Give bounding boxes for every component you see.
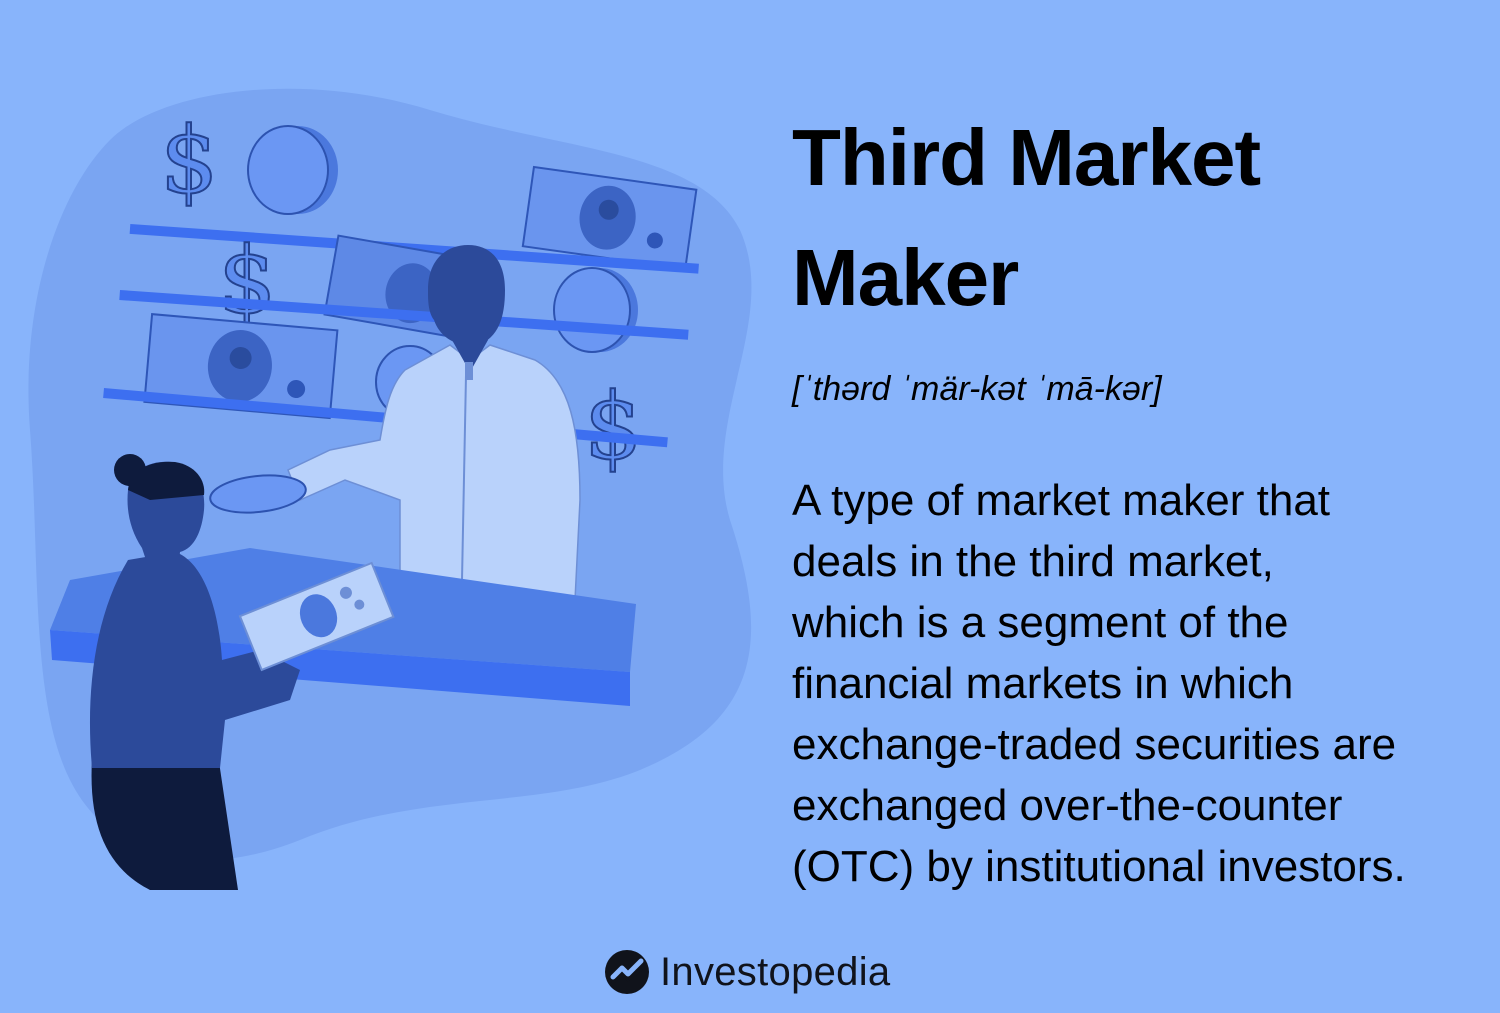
man-head xyxy=(428,245,505,346)
man-coat xyxy=(287,344,581,601)
definition-text: A type of market maker that deals in the… xyxy=(792,470,1492,897)
brand-name: Investopedia xyxy=(660,949,891,994)
woman-figure xyxy=(89,454,300,890)
coin-icon-1 xyxy=(247,125,338,215)
market-maker-illustration: $ $ $ xyxy=(28,88,752,890)
dollar-sign-2: $ xyxy=(218,227,277,334)
definition-line: deals in the third market, xyxy=(792,537,1274,586)
dollar-sign-1: $ xyxy=(160,107,219,214)
investopedia-logo-icon xyxy=(605,950,649,994)
banknote-held-icon xyxy=(238,561,395,672)
definition-line: exchanged over-the-counter xyxy=(792,781,1343,830)
definition-line: (OTC) by institutional investors. xyxy=(792,842,1406,891)
man-figure xyxy=(287,245,581,601)
definition-line: exchange-traded securities are xyxy=(792,720,1397,769)
brand-logo: Investopedia xyxy=(604,944,890,1000)
definition-line: A type of market maker that xyxy=(792,476,1331,525)
dollar-sign-3: $ xyxy=(584,373,643,480)
woman-sweater xyxy=(89,552,300,768)
coin-icon-2 xyxy=(553,267,638,353)
title-line: Third Market xyxy=(792,113,1261,202)
title-line: Maker xyxy=(792,233,1019,322)
definition-line: financial markets in which xyxy=(792,659,1294,708)
woman-skirt xyxy=(91,755,238,890)
shelf-middle xyxy=(119,290,689,340)
banknote-icon-3 xyxy=(143,313,339,420)
page-title: Third Market Maker xyxy=(792,98,1472,338)
pronunciation: [ˈthərd ˈmär-kət ˈmā-kər] xyxy=(792,370,1162,408)
banknote-icon-1 xyxy=(521,165,698,271)
definition-line: which is a segment of the xyxy=(792,598,1289,647)
coin-held-icon xyxy=(209,474,307,514)
